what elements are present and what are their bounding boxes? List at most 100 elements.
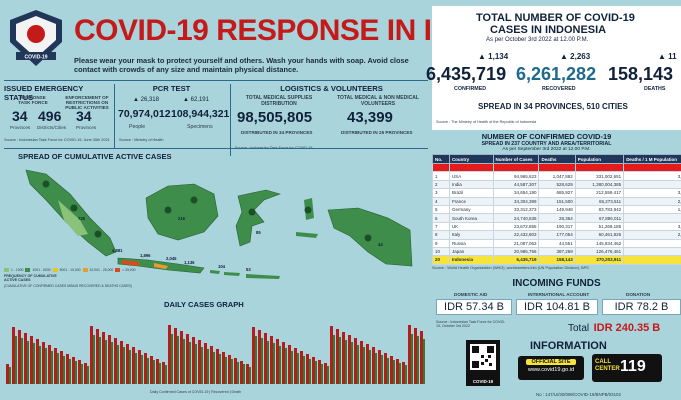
- daily-bar-recovered: [242, 364, 246, 384]
- daily-bar-confirmed: [330, 326, 333, 384]
- qr-label: COVID-19: [472, 379, 494, 384]
- table-cell: 7: [432, 221, 450, 232]
- site-label: OFFICIAL SITE: [526, 359, 576, 365]
- emergency-value-3: 34: [76, 108, 92, 124]
- table-cell: 553: [623, 213, 681, 223]
- daily-bar-confirmed: [240, 361, 243, 384]
- daily-bar-confirmed: [204, 343, 207, 384]
- intl-label: INTERNATIONAL ACCOUNT: [528, 292, 590, 297]
- table-cell: [538, 162, 576, 173]
- table-cell: 331,002,651: [574, 171, 625, 181]
- daily-bar-confirmed: [78, 360, 81, 384]
- daily-bar-recovered: [14, 335, 18, 384]
- site-url: www.covid19.go.id: [527, 367, 575, 373]
- daily-bar-confirmed: [420, 331, 423, 384]
- funds-total-value: IDR 240.35 B: [593, 322, 661, 334]
- table-cell: 1: [432, 171, 450, 181]
- total-title-2: CASES IN INDONESIA: [490, 24, 607, 36]
- daily-bar-recovered: [368, 350, 372, 384]
- daily-bar-confirmed: [114, 338, 117, 384]
- table-cell: 65,273,511: [574, 196, 625, 206]
- daily-bar-recovered: [404, 365, 408, 384]
- daily-bar-recovered: [134, 352, 138, 384]
- daily-bar-recovered: [284, 348, 288, 384]
- confirmed-label: CONFIRMED: [454, 86, 487, 92]
- call-center-link[interactable]: CALL CENTER 119: [592, 354, 662, 382]
- table-cell: 177,054: [538, 230, 576, 240]
- official-site-link[interactable]: OFFICIAL SITE www.covid19.go.id: [518, 356, 584, 380]
- qr-card[interactable]: COVID-19: [466, 340, 500, 386]
- daily-bar-confirmed: [270, 336, 273, 384]
- daily-bar-recovered: [254, 335, 258, 384]
- map-marker: [190, 196, 198, 204]
- daily-bar-recovered: [422, 338, 426, 384]
- logistics-left-label: TOTAL MEDICAL SUPPLIES DISTRIBUTION: [245, 95, 313, 107]
- legend-range: 5001 - 10,000: [59, 268, 81, 272]
- daily-bar-confirmed: [120, 341, 123, 384]
- recovered-label: RECOVERED: [542, 86, 576, 92]
- legend-scale: 1 - 1000 1001 - 5000 5001 - 10,000 10,00…: [4, 268, 144, 272]
- daily-bar-recovered: [188, 341, 192, 384]
- daily-bar-recovered: [236, 361, 240, 384]
- domestic-label: DOMESTIC AID: [454, 292, 488, 297]
- daily-bar-recovered: [56, 353, 60, 384]
- daily-bar-recovered: [92, 334, 96, 384]
- logistics-right-value: 43,399: [347, 109, 393, 126]
- daily-bar-confirmed: [366, 344, 369, 384]
- qr-code-icon: [470, 344, 496, 370]
- table-cell: 28,364: [538, 213, 576, 223]
- island-bali: [210, 270, 220, 274]
- daily-bar-confirmed: [24, 333, 27, 384]
- domestic-box: IDR 57.34 B: [436, 299, 512, 315]
- daily-bar-recovered: [338, 337, 342, 384]
- daily-bar-confirmed: [414, 328, 417, 384]
- table-cell: 44,551: [538, 238, 576, 248]
- daily-bar-confirmed: [384, 353, 387, 384]
- legend-swatch: [25, 268, 31, 272]
- daily-bar-confirmed: [306, 354, 309, 384]
- daily-bar-confirmed: [12, 327, 15, 384]
- total-title-1: TOTAL NUMBER OF COVID-19: [476, 12, 635, 24]
- daily-bar-confirmed: [174, 328, 177, 384]
- daily-bar-confirmed: [30, 336, 33, 384]
- legend-range: 1 - 1000: [11, 268, 24, 272]
- table-cell: 190,317: [538, 221, 576, 232]
- legend-note: (CUMULATIVE OF CONFIRMED CASES MINUS REC…: [4, 284, 132, 288]
- table-cell: 2,928: [623, 230, 681, 240]
- recovered-value: 6,261,282: [516, 64, 597, 84]
- table-cell: 126,476,461: [574, 246, 625, 257]
- daily-bar-recovered: [344, 339, 348, 384]
- table-cell: 3: [432, 188, 450, 198]
- pcr-specimens: 108,944,321: [171, 108, 230, 120]
- daily-bar-recovered: [326, 366, 330, 384]
- table-cell: 6: [432, 213, 450, 223]
- daily-bar-confirmed: [234, 358, 237, 384]
- daily-bar-confirmed: [126, 344, 129, 384]
- logistics-right-label: TOTAL MEDICAL & NON MEDICAL VOLUNTEERS: [337, 95, 419, 107]
- island-sulawesi: [235, 189, 281, 247]
- daily-bar-confirmed: [408, 325, 411, 384]
- table-cell: 1,380,004,385: [574, 179, 625, 190]
- table-cell: 24,740,635: [492, 213, 540, 223]
- daily-bar-recovered: [356, 344, 360, 384]
- daily-bar-confirmed: [156, 359, 159, 384]
- daily-bar-confirmed: [84, 363, 87, 384]
- map-label-5: 728: [78, 216, 86, 221]
- daily-bar-recovered: [50, 350, 54, 384]
- daily-bar-recovered: [398, 362, 402, 384]
- daily-bar-confirmed: [96, 329, 99, 384]
- daily-bar-recovered: [314, 361, 318, 384]
- logistics-panel: LOGISTICS & VOLUNTEERS TOTAL MEDICAL SUP…: [230, 84, 428, 156]
- daily-bar-confirmed: [216, 349, 219, 384]
- daily-bar-confirmed: [336, 329, 339, 384]
- doc-number: No : 147/UI/30/099/COVID-19/BNPB/03102: [536, 392, 621, 397]
- daily-bar-recovered: [104, 339, 108, 384]
- information-panel: INFORMATION COVID-19 OFFICIAL SITE www.c…: [432, 336, 681, 400]
- table-cell: India: [448, 179, 494, 190]
- logo-text: COVID-19: [24, 55, 47, 61]
- daily-bar-confirmed: [390, 356, 393, 384]
- emergency-panel: ISSUED EMERGENCY STATUS RESPONSE TASK FO…: [4, 84, 110, 148]
